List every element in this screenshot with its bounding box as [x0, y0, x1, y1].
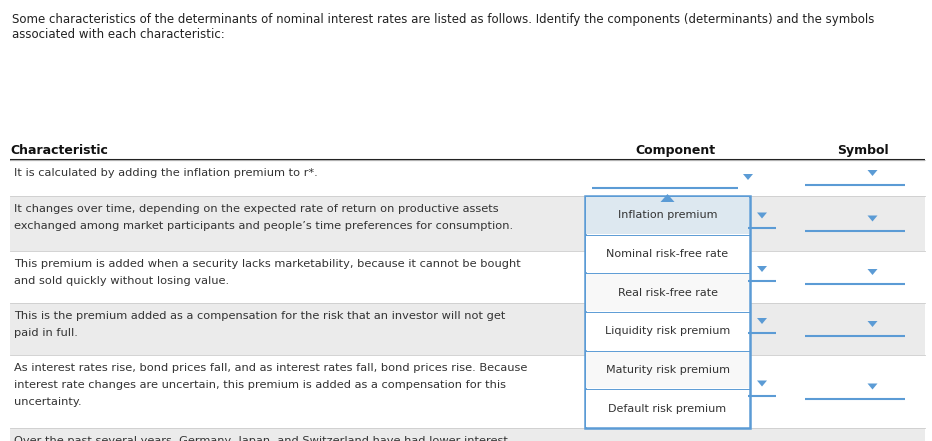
Bar	[10, 196, 925, 251]
Text: Real risk-free rate: Real risk-free rate	[618, 288, 718, 298]
Text: Liquidity risk premium: Liquidity risk premium	[605, 326, 730, 336]
Polygon shape	[757, 381, 767, 386]
Bar	[10, 355, 925, 428]
Bar	[10, 303, 925, 355]
Text: Default risk premium: Default risk premium	[609, 404, 727, 414]
Polygon shape	[757, 318, 767, 324]
Polygon shape	[743, 174, 753, 180]
Bar	[586, 197, 749, 234]
Polygon shape	[757, 266, 767, 272]
Bar	[10, 251, 925, 303]
Polygon shape	[868, 216, 878, 221]
Text: Maturity risk premium: Maturity risk premium	[606, 365, 730, 375]
Text: This premium is added when a security lacks marketability, because it cannot be : This premium is added when a security la…	[14, 259, 521, 286]
Text: As interest rates rise, bond prices fall, and as interest rates fall, bond price: As interest rates rise, bond prices fall…	[14, 363, 528, 407]
Text: Component: Component	[635, 144, 715, 157]
Bar	[10, 428, 925, 441]
Bar	[586, 313, 749, 350]
Text: Some characteristics of the determinants of nominal interest rates are listed as: Some characteristics of the determinants…	[12, 13, 874, 26]
Text: This is the premium added as a compensation for the risk that an investor will n: This is the premium added as a compensat…	[14, 311, 505, 338]
Polygon shape	[868, 321, 878, 327]
Text: Nominal risk-free rate: Nominal risk-free rate	[607, 249, 729, 259]
Text: It is calculated by adding the inflation premium to r*.: It is calculated by adding the inflation…	[14, 168, 318, 178]
Bar	[10, 160, 925, 196]
Bar	[586, 235, 749, 273]
Bar	[585, 196, 750, 428]
Text: Symbol: Symbol	[837, 144, 888, 157]
Text: Characteristic: Characteristic	[10, 144, 108, 157]
Polygon shape	[868, 384, 878, 389]
Text: It changes over time, depending on the expected rate of return on productive ass: It changes over time, depending on the e…	[14, 204, 514, 231]
Bar	[586, 274, 749, 311]
Polygon shape	[868, 269, 878, 275]
Text: associated with each characteristic:: associated with each characteristic:	[12, 28, 225, 41]
Bar	[586, 351, 749, 389]
Text: Inflation premium: Inflation premium	[618, 210, 718, 220]
Polygon shape	[661, 194, 675, 202]
Polygon shape	[757, 213, 767, 218]
Bar	[586, 390, 749, 427]
Text: Over the past several years, Germany, Japan, and Switzerland have had lower inte: Over the past several years, Germany, Ja…	[14, 436, 508, 441]
Polygon shape	[868, 170, 878, 176]
